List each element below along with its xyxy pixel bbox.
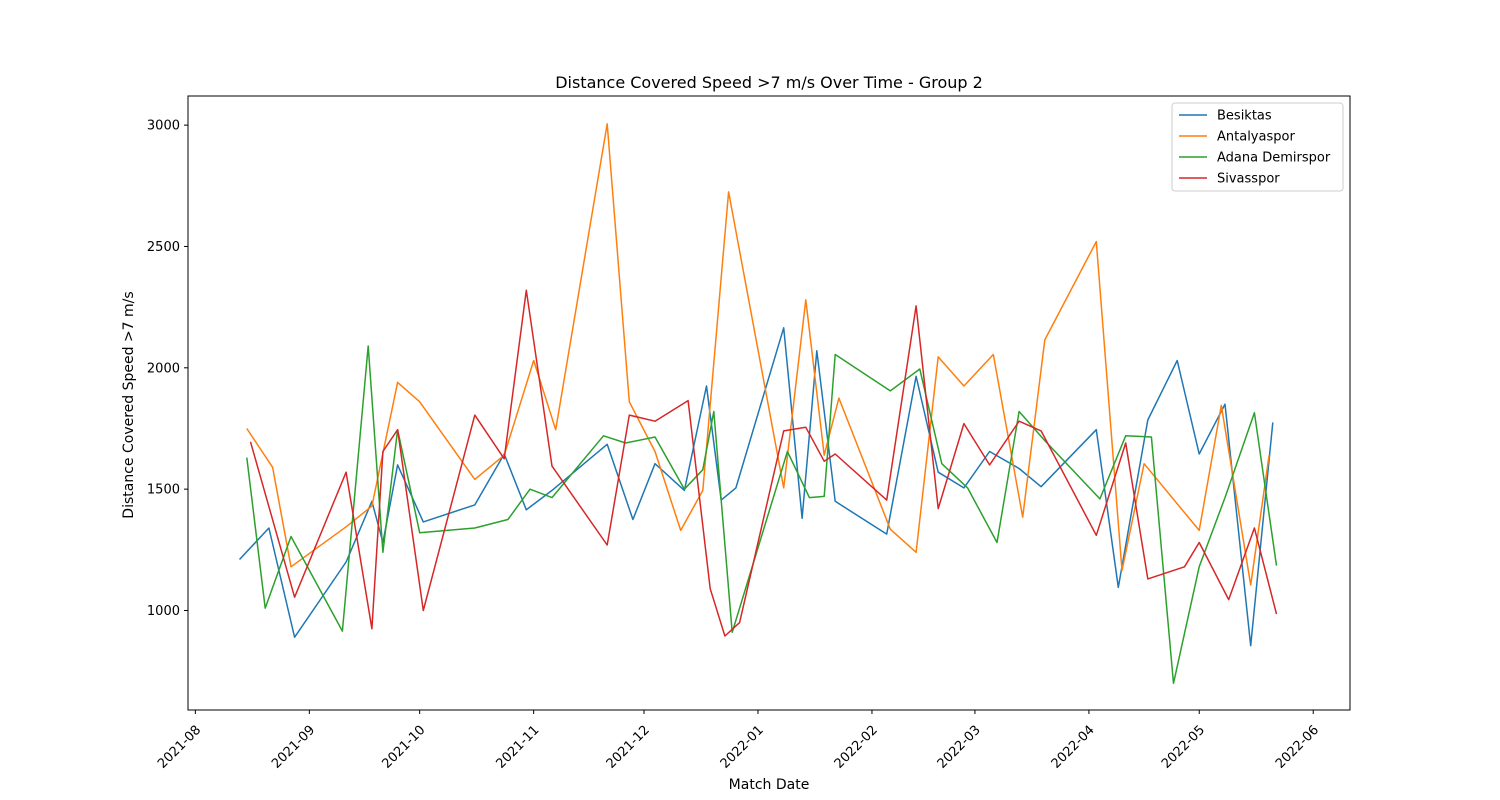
legend-label: Antalyaspor [1217,130,1295,145]
series-line-besiktas [238,327,1274,647]
legend-label: Adana Demirspor [1217,151,1331,166]
x-tick-label: 2022-05 [1159,723,1208,772]
x-axis: 2021-08 2021-09 2021-10 2021-11 2021-12 2022-… [155,710,1322,772]
plot-area-frame [187,95,1351,711]
series-line-antalyaspor [246,123,1270,586]
series-line-sivasspor [249,289,1278,637]
y-tick-label: 1000 [147,604,180,619]
x-tick-label: 2022-04 [1049,723,1098,772]
x-tick-label: 2021-12 [604,723,653,772]
y-axis: 1000 1500 2000 2500 3000 [147,119,188,619]
x-tick-label: 2022-03 [935,723,984,772]
series-layer [238,123,1278,685]
y-axis-label: Distance Covered Speed >7 m/s [121,291,137,518]
y-tick-label: 1500 [147,483,180,498]
x-tick-label: 2021-08 [155,723,204,772]
x-tick-label: 2022-01 [718,723,767,772]
x-tick-label: 2021-10 [379,723,428,772]
x-tick-label: 2021-09 [269,723,318,772]
y-tick-label: 2000 [147,361,180,376]
legend-box [1171,102,1344,192]
chart-title: Distance Covered Speed >7 m/s Over Time … [555,73,983,92]
x-tick-label: 2022-02 [832,723,881,772]
legend-label: Sivasspor [1217,172,1280,187]
x-tick-label: 2021-11 [493,723,542,772]
series-line-adana-demirspor [246,345,1278,685]
x-axis-label: Match Date [729,777,810,793]
x-tick-label: 2022-06 [1273,723,1322,772]
legend: Besiktas Antalyaspor Adana Demirspor Sivass… [1171,102,1344,192]
y-tick-label: 2500 [147,240,180,255]
y-tick-label: 3000 [147,119,180,134]
legend-label: Besiktas [1217,109,1272,124]
